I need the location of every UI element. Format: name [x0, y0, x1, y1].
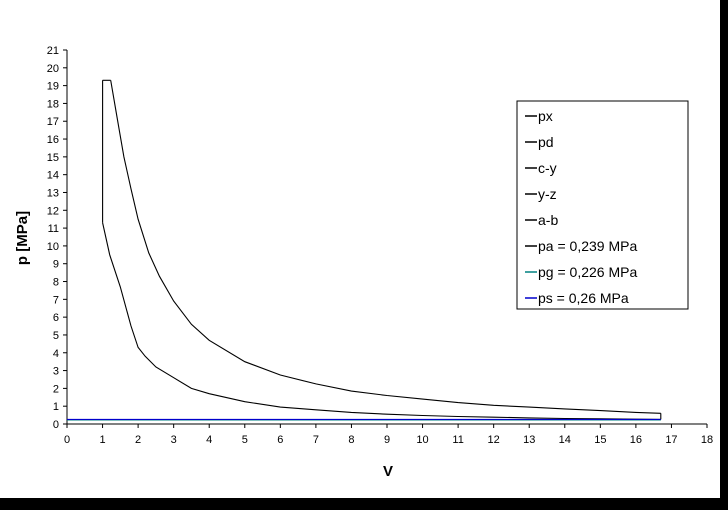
y-tick-label: 0	[53, 419, 59, 431]
x-tick-label: 6	[277, 434, 283, 446]
x-tick-label: 8	[348, 434, 354, 446]
legend-label: pa = 0,239 MPa	[538, 238, 637, 254]
y-tick-label: 4	[53, 348, 59, 360]
x-tick-label: 18	[701, 434, 713, 446]
legend-label: pd	[538, 134, 554, 150]
y-tick-label: 17	[47, 116, 59, 128]
x-tick-label: 7	[313, 434, 319, 446]
x-tick-label: 1	[99, 434, 105, 446]
y-tick-label: 12	[47, 205, 59, 217]
x-tick-label: 12	[488, 434, 500, 446]
y-tick-label: 18	[47, 98, 59, 110]
y-tick-label: 7	[53, 294, 59, 306]
y-tick-label: 8	[53, 277, 59, 289]
y-axis-title: p [MPa]	[14, 211, 31, 265]
x-tick-label: 14	[559, 434, 571, 446]
legend: px pd c-y y-z a-b pa = 0,239 MPa pg = 0,226 MP…	[516, 100, 689, 310]
y-tick-label: 10	[47, 241, 59, 253]
x-axis-title: V	[383, 463, 393, 480]
series-lines	[67, 79, 662, 421]
x-tick-label: 4	[206, 434, 212, 446]
legend-label: a-b	[538, 212, 558, 228]
x-tick-label: 3	[171, 434, 177, 446]
legend-label: c-y	[538, 160, 557, 176]
y-tick-label: 2	[53, 383, 59, 395]
x-tick-label: 15	[594, 434, 606, 446]
x-tick-label: 0	[64, 434, 70, 446]
legend-label: px	[538, 108, 553, 124]
y-tick-label: 5	[53, 330, 59, 342]
y-tick-label: 15	[47, 152, 59, 164]
y-tick-label: 13	[47, 187, 59, 199]
series-line-1	[102, 222, 661, 420]
y-tick-label: 11	[48, 223, 59, 235]
series-line-0	[110, 80, 661, 414]
y-tick-label: 6	[53, 312, 59, 324]
y-tick-label: 14	[47, 170, 59, 182]
legend-label: ps = 0,26 MPa	[538, 290, 629, 306]
x-tick-label: 11	[452, 434, 463, 446]
y-tick-label: 9	[53, 259, 59, 271]
y-tick-label: 21	[47, 45, 59, 57]
x-tick-label: 9	[384, 434, 390, 446]
y-tick-label: 3	[53, 366, 59, 378]
legend-box	[516, 100, 689, 310]
x-tick-label: 16	[630, 434, 642, 446]
legend-label: y-z	[538, 186, 557, 202]
y-tick-label: 1	[53, 401, 59, 413]
y-tick-label: 19	[47, 81, 59, 93]
x-tick-label: 10	[416, 434, 428, 446]
x-tick-label: 17	[665, 434, 677, 446]
y-tick-label: 16	[47, 134, 59, 146]
x-tick-label: 2	[135, 434, 141, 446]
axes	[63, 49, 708, 428]
y-tick-label: 20	[47, 63, 59, 75]
x-tick-label: 5	[242, 434, 248, 446]
legend-label: pg = 0,226 MPa	[538, 264, 637, 280]
x-tick-label: 13	[523, 434, 535, 446]
